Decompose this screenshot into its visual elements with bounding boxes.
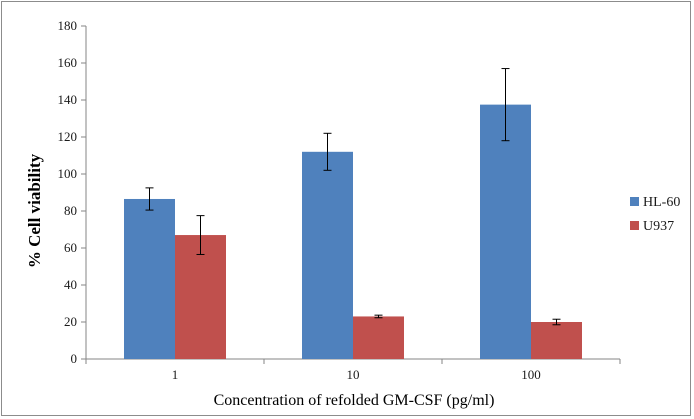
x-axis-title: Concentration of refolded GM-CSF (pg/ml)	[214, 392, 495, 409]
x-tick-label: 10	[347, 367, 360, 382]
y-tick-label: 60	[64, 240, 77, 255]
y-tick-label: 140	[58, 92, 78, 107]
legend-label: U937	[643, 219, 674, 234]
error-bar	[323, 132, 332, 171]
bars	[124, 104, 582, 359]
legend-swatch	[630, 197, 639, 206]
y-tick-label: 80	[64, 203, 77, 218]
legend: HL-60 U937	[630, 195, 680, 234]
legend-label: HL-60	[643, 195, 680, 210]
bar-hl-60-100	[480, 104, 531, 359]
y-tick-label: 20	[64, 314, 77, 329]
bar-u937-1	[175, 235, 226, 359]
y-tick-label: 100	[58, 166, 78, 181]
bar-hl-60-10	[302, 151, 353, 359]
error-bar	[501, 68, 510, 142]
error-bars	[145, 68, 561, 326]
error-bar	[374, 314, 383, 319]
legend-swatch	[630, 221, 639, 230]
bar-u937-100	[531, 322, 582, 359]
y-tick-label: 0	[71, 351, 78, 366]
bar-hl-60-1	[124, 198, 175, 359]
y-axis-title: % Cell viability	[25, 153, 44, 268]
y-tick-label: 40	[64, 277, 77, 292]
y-tick-labels: 0 20 40 60 80 100 120 140 160 180	[58, 18, 78, 366]
x-tick-label: 1	[172, 367, 179, 382]
error-bar	[145, 187, 154, 211]
y-tick-label: 180	[58, 18, 78, 33]
x-tick-label: 100	[521, 367, 541, 382]
bar-u937-10	[353, 316, 404, 359]
y-tick-label: 160	[58, 55, 78, 70]
x-tick-labels: 1 10 100	[172, 367, 541, 382]
y-tick-label: 120	[58, 129, 78, 144]
error-bar	[196, 215, 205, 255]
error-bar	[552, 318, 561, 326]
